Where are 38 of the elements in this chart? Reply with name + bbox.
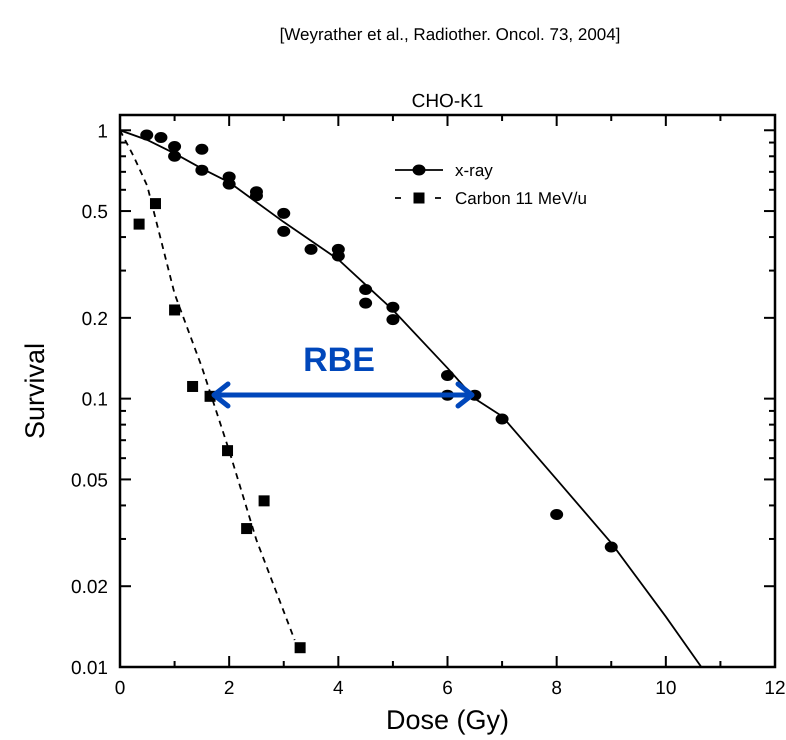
point bbox=[187, 380, 198, 392]
point bbox=[195, 144, 208, 155]
x-tick-label: 8 bbox=[551, 678, 562, 699]
point bbox=[386, 314, 400, 326]
y-tick-label: 1 bbox=[97, 121, 108, 142]
point bbox=[258, 495, 270, 506]
y-tick-label: 0.5 bbox=[82, 202, 108, 224]
y-tick-label: 0.01 bbox=[71, 658, 108, 679]
point bbox=[550, 509, 564, 520]
chart-title: CHO-K1 bbox=[412, 91, 484, 112]
point bbox=[222, 445, 234, 456]
x-tick-label: 12 bbox=[764, 678, 786, 699]
y-tick-label: 0.2 bbox=[82, 308, 108, 330]
point bbox=[169, 304, 180, 316]
legend-label: x-ray bbox=[455, 161, 494, 180]
point bbox=[359, 298, 372, 309]
point bbox=[154, 132, 168, 143]
annotation: RBE bbox=[303, 341, 375, 379]
y-tick-label: 0.1 bbox=[82, 390, 108, 411]
x-tick-label: 6 bbox=[442, 678, 453, 699]
x-tick-label: 0 bbox=[114, 678, 126, 699]
point bbox=[168, 141, 182, 152]
point bbox=[150, 198, 161, 210]
x-axis-title: Dose (Gy) bbox=[386, 705, 510, 735]
y-tick-label: 0.02 bbox=[71, 577, 108, 598]
x-tick-label: 2 bbox=[224, 678, 234, 699]
point bbox=[277, 226, 290, 237]
legend-label: Carbon 11 MeV/u bbox=[455, 189, 587, 208]
x-tick-label: 4 bbox=[333, 678, 344, 699]
point bbox=[134, 218, 145, 230]
text: [Weyrather et al., Radiother. Oncol. 73, 2004] bbox=[280, 25, 620, 44]
y-tick-label: 0.05 bbox=[71, 470, 108, 492]
point bbox=[277, 208, 290, 219]
x-tick-label: 10 bbox=[655, 678, 676, 699]
y-axis-title: Survival bbox=[20, 342, 50, 440]
point bbox=[304, 244, 318, 255]
point bbox=[294, 642, 306, 654]
point bbox=[241, 523, 252, 534]
